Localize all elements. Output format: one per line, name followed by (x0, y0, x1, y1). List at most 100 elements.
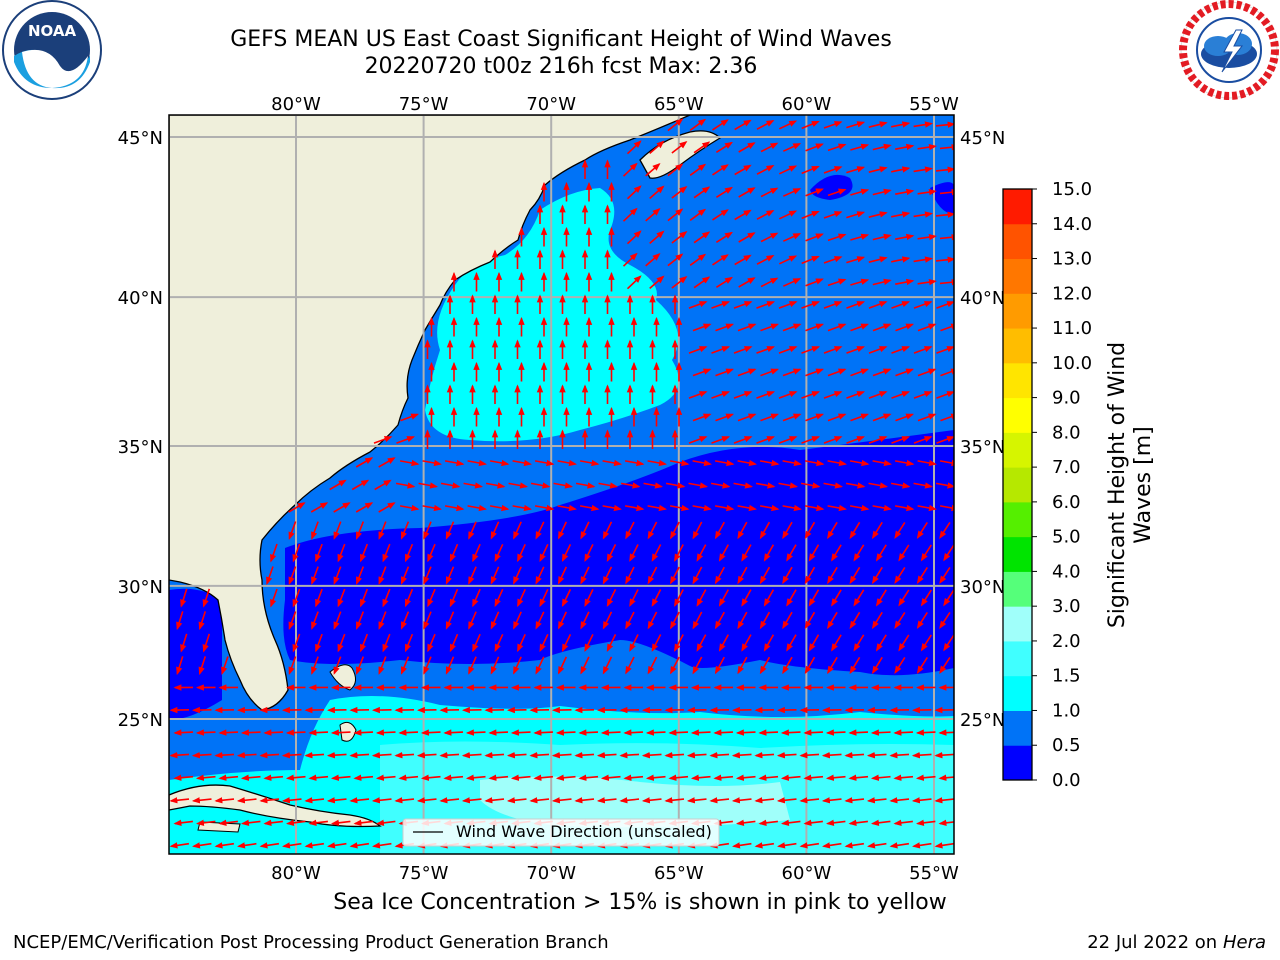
wave-direction-arrow (916, 521, 928, 539)
wave-direction-arrow (913, 436, 933, 444)
wave-direction-arrow (715, 231, 733, 243)
wave-direction-arrow (468, 566, 477, 585)
wave-direction-arrow (759, 611, 771, 630)
wave-direction-arrow (645, 253, 661, 267)
wave-direction-arrow (288, 566, 297, 586)
wave-direction-arrow (778, 346, 798, 354)
colorbar-bin (1003, 606, 1032, 642)
wave-direction-arrow (351, 479, 370, 491)
wave-direction-arrow (169, 842, 190, 849)
wave-direction-arrow (782, 566, 793, 585)
wave-direction-arrow (598, 482, 618, 489)
wave-direction-arrow (711, 346, 731, 354)
wave-direction-arrow (872, 188, 892, 196)
wave-direction-arrow (938, 729, 954, 736)
wave-direction-arrow (692, 566, 703, 585)
wave-direction-arrow (801, 436, 821, 444)
wave-direction-arrow (939, 656, 951, 674)
wave-direction-arrow (378, 521, 387, 540)
wave-direction-arrow (891, 166, 911, 173)
colorbar-tick-label: 7.0 (1052, 457, 1081, 478)
wave-direction-arrow (939, 566, 951, 584)
wave-direction-arrow (443, 729, 464, 736)
wave-direction-arrow (400, 566, 410, 585)
wave-direction-arrow (913, 391, 933, 399)
wave-direction-arrow (355, 502, 374, 513)
wave-direction-arrow (825, 729, 846, 736)
wave-direction-arrow (668, 774, 689, 781)
wave-direction-arrow (449, 633, 459, 653)
wave-direction-arrow (690, 729, 711, 736)
wave-direction-arrow (871, 611, 883, 630)
wave-direction-arrow (400, 611, 410, 630)
wave-direction-arrow (304, 797, 325, 804)
wave-direction-arrow (827, 143, 847, 152)
wave-direction-arrow (845, 482, 866, 489)
wave-direction-arrow (825, 774, 846, 781)
wave-direction-arrow (557, 521, 568, 540)
wave-direction-arrow (692, 323, 712, 332)
wave-direction-arrow (890, 482, 911, 489)
wave-direction-arrow (692, 504, 712, 512)
wave-direction-arrow (715, 186, 733, 198)
wave-direction-arrow (756, 391, 776, 399)
wave-direction-arrow (733, 482, 753, 489)
wave-direction-arrow (871, 566, 883, 585)
wave-direction-arrow (372, 842, 392, 849)
wave-direction-arrow (490, 521, 500, 540)
chart-title: GEFS MEAN US East Coast Significant Heig… (230, 27, 892, 52)
wave-direction-arrow (758, 819, 778, 826)
wave-direction-arrow (827, 233, 847, 242)
lon-tick-label: 65°W (654, 863, 704, 884)
wave-direction-arrow (561, 634, 572, 653)
wave-direction-arrow (240, 774, 261, 781)
wave-direction-arrow (913, 256, 933, 263)
wave-direction-arrow (422, 459, 442, 467)
wave-direction-arrow (649, 230, 665, 245)
wave-direction-arrow (734, 254, 752, 266)
wave-direction-arrow (917, 233, 937, 241)
wave-direction-arrow (939, 521, 951, 539)
wave-direction-arrow (445, 566, 455, 585)
colorbar-tick-label: 11.0 (1052, 318, 1092, 339)
colorbar-bin (1003, 710, 1032, 746)
wave-direction-arrow (850, 188, 870, 196)
wave-direction-arrow (755, 482, 776, 489)
wave-direction-arrow (782, 323, 802, 332)
lat-tick-label: 45°N (960, 128, 1005, 149)
lon-tick-label: 80°W (271, 863, 321, 884)
wave-direction-arrow (404, 543, 414, 563)
wave-direction-arrow (808, 589, 820, 607)
wave-direction-arrow (686, 751, 707, 759)
wave-direction-arrow (580, 566, 590, 585)
wave-direction-arrow (202, 588, 211, 608)
wave-direction-arrow (315, 588, 323, 608)
wave-direction-arrow (756, 120, 775, 130)
wave-direction-arrow (218, 729, 239, 736)
wave-direction-arrow (715, 276, 733, 288)
wave-direction-arrow (670, 611, 680, 630)
wave-direction-arrow (786, 634, 797, 652)
wave-direction-arrow (718, 634, 730, 652)
wave-direction-arrow (871, 521, 883, 540)
wave-direction-arrow (651, 544, 662, 562)
wave-direction-arrow (561, 544, 572, 563)
wave-direction-arrow (759, 504, 780, 512)
wave-direction-arrow (463, 482, 483, 489)
wave-direction-arrow (872, 413, 892, 422)
wave-direction-arrow (620, 482, 641, 489)
wave-direction-arrow (823, 166, 843, 174)
wave-direction-arrow (872, 504, 892, 512)
wave-direction-arrow (304, 842, 325, 849)
wave-direction-arrow (629, 634, 639, 652)
wave-direction-arrow (759, 521, 771, 540)
legend-label: Wind Wave Direction (unscaled) (456, 822, 712, 841)
wave-direction-arrow (805, 368, 825, 377)
wave-direction-arrow (629, 589, 639, 607)
wave-direction-arrow (513, 656, 522, 675)
colorbar-bin (1003, 258, 1032, 294)
wave-direction-arrow (920, 589, 932, 607)
wave-direction-arrow (804, 459, 825, 467)
wave-direction-arrow (315, 633, 323, 653)
wave-direction-arrow (359, 588, 369, 608)
